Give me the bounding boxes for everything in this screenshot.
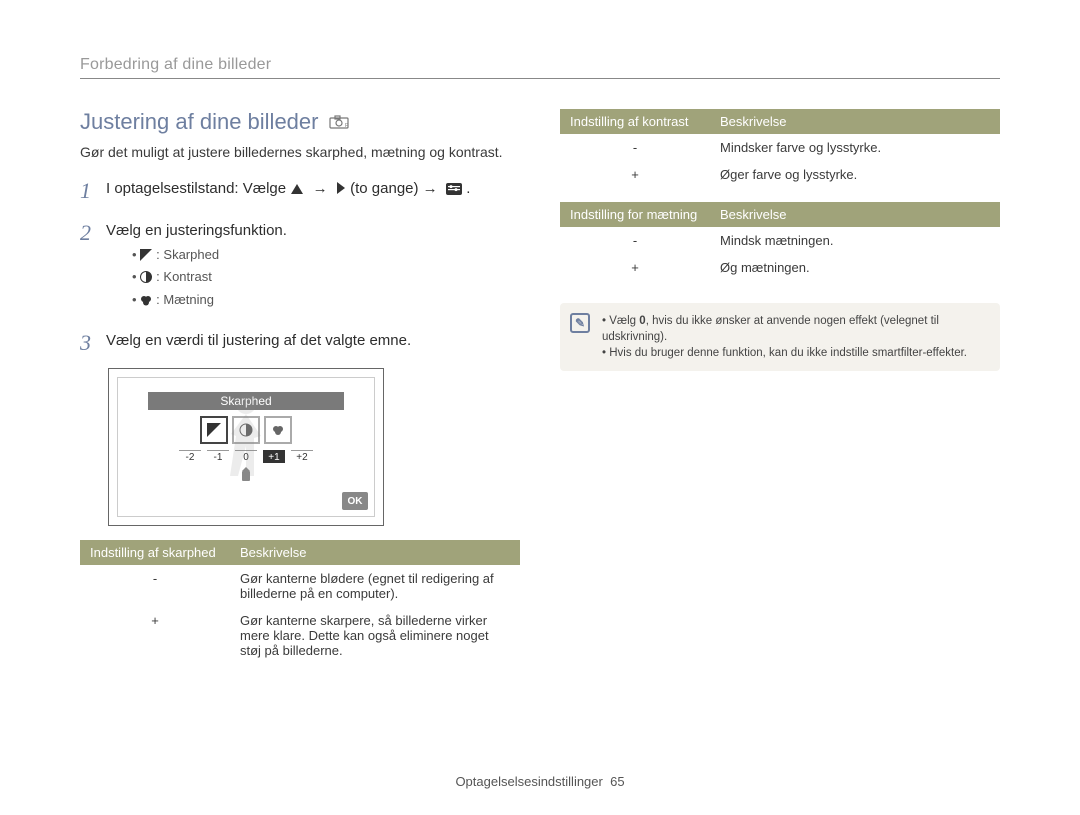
table-header: Beskrivelse: [710, 109, 1000, 134]
cell-key: +: [80, 607, 230, 664]
bullet-saturation-label: : Mætning: [156, 292, 214, 307]
cell-key: -: [80, 565, 230, 607]
cell-key: +: [560, 254, 710, 281]
note1-post: , hvis du ikke ønsker at anvende nogen e…: [602, 315, 939, 343]
table-header: Indstilling af skarphed: [80, 540, 230, 565]
bullet-contrast-label: : Kontrast: [156, 269, 212, 284]
step2-text: Vælg en justeringsfunktion.: [106, 222, 287, 239]
step-number-3: 3: [80, 330, 106, 356]
step-3: 3 Vælg en værdi til justering af det val…: [80, 330, 520, 356]
scale-tick: +2: [291, 450, 313, 463]
table-row: -Mindsker farve og lysstyrke.: [560, 134, 1000, 161]
step1-prefix: I optagelsestilstand: Vælge: [106, 180, 290, 197]
step-2: 2 Vælg en justeringsfunktion. : Skarphed…: [80, 220, 520, 314]
note1-pre: Vælg: [609, 315, 639, 327]
right-arrow-icon: [336, 180, 346, 202]
contrast-table: Indstilling af kontrast Beskrivelse -Min…: [560, 109, 1000, 188]
contrast-icon: [140, 270, 152, 289]
table-row: -Mindsk mætningen.: [560, 227, 1000, 254]
note-box: ✎ Vælg 0, hvis du ikke ønsker at anvende…: [560, 303, 1000, 371]
section-title: Justering af dine billeder: [80, 109, 318, 135]
footer-label: Optagelselsesindstillinger: [455, 774, 602, 789]
step1-suffix: .: [466, 180, 470, 197]
bullet-sharpness-label: : Skarphed: [156, 247, 219, 262]
table-row: + Gør kanterne skarpere, så billederne v…: [80, 607, 520, 664]
table-header: Beskrivelse: [230, 540, 520, 565]
step3-text: Vælg en værdi til justering af det valgt…: [106, 330, 411, 352]
cell-key: -: [560, 227, 710, 254]
step-number-2: 2: [80, 220, 106, 246]
up-arrow-icon: [290, 180, 304, 202]
intro-text: Gør det muligt at justere billedernes sk…: [80, 143, 520, 162]
note-icon: ✎: [570, 313, 590, 333]
page-header: Forbedring af dine billeder: [80, 56, 1000, 74]
bullet-contrast: : Kontrast: [132, 268, 287, 289]
table-header: Indstilling for mætning: [560, 202, 710, 227]
table-row: +Øg mætningen.: [560, 254, 1000, 281]
lcd-preview: Skarphed -2 -1 0 +1 +2: [108, 368, 384, 526]
sharpness-icon: [140, 248, 152, 267]
sharpness-table: Indstilling af skarphed Beskrivelse - Gø…: [80, 540, 520, 664]
table-header: Indstilling af kontrast: [560, 109, 710, 134]
header-rule: [80, 78, 1000, 79]
cell-value: Mindsk mætningen.: [710, 227, 1000, 254]
step1-mid: (to gange): [350, 180, 423, 197]
saturation-table: Indstilling for mætning Beskrivelse -Min…: [560, 202, 1000, 281]
footer-page-number: 65: [610, 774, 624, 789]
cell-value: Øg mætningen.: [710, 254, 1000, 281]
table-row: +Øger farve og lysstyrke.: [560, 161, 1000, 188]
cell-value: Gør kanterne blødere (egnet til redigeri…: [230, 565, 520, 607]
right-column: Indstilling af kontrast Beskrivelse -Min…: [560, 109, 1000, 664]
table-header: Beskrivelse: [710, 202, 1000, 227]
left-column: Justering af dine billeder P Gør det mul…: [80, 109, 520, 664]
page-footer: Optagelselsesindstillinger 65: [0, 774, 1080, 789]
bullet-sharpness: : Skarphed: [132, 246, 287, 267]
cell-value: Mindsker farve og lysstyrke.: [710, 134, 1000, 161]
cell-key: +: [560, 161, 710, 188]
note-line-1: Vælg 0, hvis du ikke ønsker at anvende n…: [602, 313, 986, 345]
camera-mode-icon: P: [329, 115, 349, 134]
saturation-icon: [140, 293, 152, 312]
adjust-menu-icon: [446, 180, 462, 202]
cell-value: Øger farve og lysstyrke.: [710, 161, 1000, 188]
step-number-1: 1: [80, 178, 106, 204]
cell-value: Gør kanterne skarpere, så billederne vir…: [230, 607, 520, 664]
scale-tick: -2: [179, 450, 201, 463]
table-row: - Gør kanterne blødere (egnet til redige…: [80, 565, 520, 607]
note-line-2: Hvis du bruger denne funktion, kan du ik…: [602, 345, 986, 361]
step-1: 1 I optagelsestilstand: Vælge → (to gang…: [80, 178, 520, 204]
cell-key: -: [560, 134, 710, 161]
bullet-saturation: : Mætning: [132, 291, 287, 312]
silhouette-icon: [206, 386, 286, 496]
ok-button: OK: [342, 492, 368, 510]
